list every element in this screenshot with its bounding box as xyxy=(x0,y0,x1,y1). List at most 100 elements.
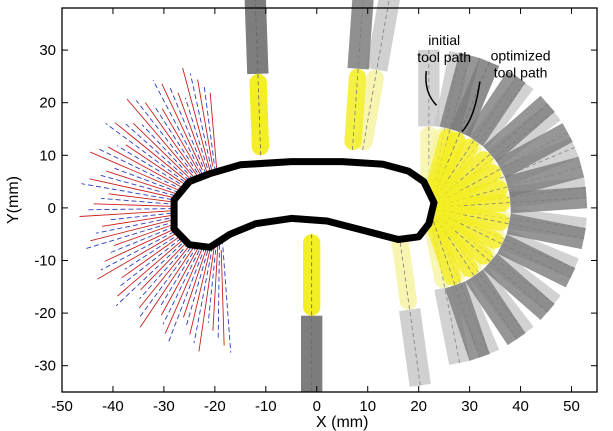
sweep-ray-16 xyxy=(133,122,195,183)
annotation-line: optimized xyxy=(491,48,551,64)
tool-left-bottom xyxy=(301,234,323,393)
tool-mid-top-optimized-cutter xyxy=(344,68,367,151)
sweep-ray-2 xyxy=(197,79,214,167)
sweep-ray-0 xyxy=(209,92,218,177)
sweep-ray-29 xyxy=(81,183,180,202)
tool-mid-bottom-initial-cutter xyxy=(390,228,418,310)
annotation-0: initial tool path xyxy=(417,32,471,65)
sweep-ray-65 xyxy=(207,249,217,324)
sweep-ray-63 xyxy=(193,238,215,344)
sweep-ray-49 xyxy=(115,232,194,307)
annotation-line: tool path xyxy=(417,49,471,65)
sweep-ray-52 xyxy=(138,235,198,309)
sweep-ray-11 xyxy=(153,105,198,174)
optimized-tool-5-axis xyxy=(428,166,582,209)
optimized-tool-8-axis xyxy=(428,207,571,279)
x-tick-label: 20 xyxy=(410,398,427,415)
sweep-ray-1 xyxy=(203,85,216,172)
sweep-ray-26 xyxy=(106,170,182,196)
y-tick-label: -30 xyxy=(34,358,56,375)
optimized-tool-11-axis xyxy=(428,207,481,358)
sweep-ray-12 xyxy=(144,102,203,183)
sweep-ray-38 xyxy=(90,217,181,242)
sweep-ray-44 xyxy=(97,228,185,280)
x-tick-label: -10 xyxy=(255,398,277,415)
sweep-ray-61 xyxy=(185,243,211,327)
x-tick-label: -20 xyxy=(204,398,226,415)
initial-path-arrow xyxy=(425,71,438,106)
y-tick-label: -20 xyxy=(34,305,56,322)
sweep-ray-9 xyxy=(152,79,206,181)
x-tick-label: 40 xyxy=(512,398,529,415)
y-tick-label: 0 xyxy=(48,200,56,217)
optimized-tool-7-axis xyxy=(428,207,584,240)
sweep-ray-54 xyxy=(139,233,203,328)
sweep-ray-57 xyxy=(162,235,207,325)
sweep-ray-41 xyxy=(108,222,183,254)
x-axis-label: X (mm) xyxy=(316,414,368,431)
tool-mid-bottom-initial-axis xyxy=(397,228,421,386)
sweep-ray-69 xyxy=(221,239,232,353)
sweep-ray-25 xyxy=(114,167,187,196)
sweep-ray-22 xyxy=(107,146,189,192)
sweep-ray-60 xyxy=(183,237,211,318)
tool-left-bottom-cutter xyxy=(303,234,321,316)
plot-frame xyxy=(61,7,598,393)
initial-tool-12-axis xyxy=(428,207,461,363)
sweep-ray-64 xyxy=(198,244,216,352)
annotation-line: tool path xyxy=(494,65,548,81)
optimized-tool-2-axis xyxy=(428,76,517,209)
x-tick-label: 30 xyxy=(461,398,478,415)
sweep-ray-13 xyxy=(135,100,198,180)
sweep-ray-19 xyxy=(105,123,192,187)
tool-left-top-holder xyxy=(244,0,269,75)
sweep-ray-55 xyxy=(160,238,202,307)
tool-left-top-cutter xyxy=(249,73,270,156)
sweep-ray-layer xyxy=(79,67,232,353)
tool-left-top xyxy=(244,0,270,156)
sweep-ray-67 xyxy=(217,244,220,339)
optimized-tool-0-axis xyxy=(428,55,471,208)
sweep-ray-10 xyxy=(161,108,202,177)
sweep-ray-5 xyxy=(184,97,208,169)
sweep-ray-45 xyxy=(124,224,195,270)
sweep-ray-59 xyxy=(167,246,206,344)
sweep-ray-31 xyxy=(101,197,185,206)
sweep-ray-50 xyxy=(140,237,192,291)
y-tick-label: 10 xyxy=(39,147,56,164)
initial-tool-5-axis xyxy=(428,147,575,209)
part-outline-layer xyxy=(170,158,438,251)
annotation-line: initial xyxy=(428,32,460,48)
sweep-ray-37 xyxy=(95,214,186,234)
sweep-ray-47 xyxy=(119,232,188,288)
sweep-ray-68 xyxy=(220,249,225,346)
sweep-ray-4 xyxy=(182,67,211,173)
optimized-path-arrow xyxy=(461,81,481,133)
sweep-ray-8 xyxy=(161,83,203,171)
sweep-ray-56 xyxy=(161,244,201,316)
optimized-tool-4-axis xyxy=(428,132,568,209)
optimized-tool-1-axis xyxy=(428,61,490,209)
sweep-ray-17 xyxy=(123,122,190,181)
x-tick-label: 10 xyxy=(359,398,376,415)
sweep-ray-28 xyxy=(89,178,186,201)
x-tick-label: 0 xyxy=(313,398,321,415)
optimized-tool-3-axis xyxy=(428,103,548,209)
sweep-ray-14 xyxy=(126,98,194,177)
optimized-tool-9-axis xyxy=(428,207,548,313)
sweep-ray-51 xyxy=(139,230,200,300)
optimized-tool-11 xyxy=(422,207,490,361)
optimized-tool-11-cutter xyxy=(422,207,461,286)
optimized-tool-10-axis xyxy=(428,207,517,340)
tool-left-top-axis xyxy=(254,0,262,156)
y-tick-label: 30 xyxy=(39,42,56,59)
tool-mid-bottom-initial xyxy=(390,228,431,387)
annotation-layer: initial tool path optimized tool path xyxy=(417,32,551,133)
x-tick-label: 50 xyxy=(563,398,580,415)
y-tick-label: -10 xyxy=(34,252,56,269)
annotation-1: optimized tool path xyxy=(491,48,551,81)
sweep-ray-18 xyxy=(114,122,197,189)
tool-mid-top-initial xyxy=(355,0,401,151)
tool-mid-top-initial-cutter xyxy=(355,69,384,151)
